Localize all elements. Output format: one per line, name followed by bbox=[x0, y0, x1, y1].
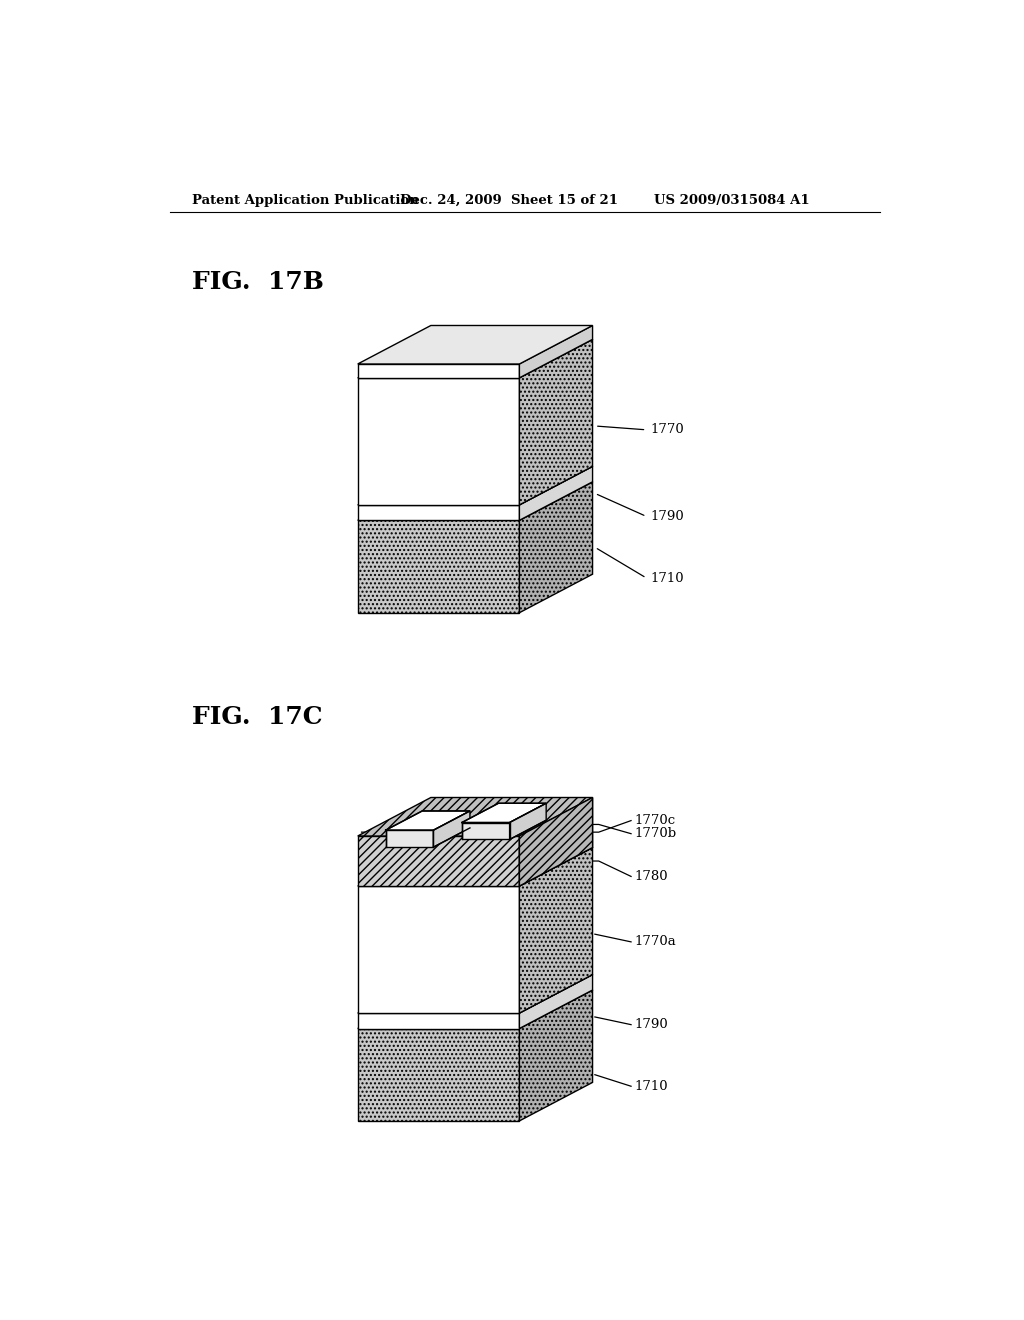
Polygon shape bbox=[357, 326, 593, 364]
Polygon shape bbox=[519, 466, 593, 520]
Text: 1770a: 1770a bbox=[635, 936, 677, 948]
Polygon shape bbox=[357, 482, 593, 520]
Text: 1710: 1710 bbox=[650, 572, 684, 585]
Polygon shape bbox=[357, 466, 593, 506]
Polygon shape bbox=[357, 339, 593, 378]
Polygon shape bbox=[386, 810, 470, 830]
Polygon shape bbox=[519, 339, 593, 506]
Polygon shape bbox=[357, 836, 519, 886]
Polygon shape bbox=[462, 804, 546, 822]
Text: 1790: 1790 bbox=[650, 510, 684, 523]
Text: FIG.  17B: FIG. 17B bbox=[193, 271, 324, 294]
Polygon shape bbox=[462, 822, 510, 840]
Polygon shape bbox=[519, 797, 593, 886]
Text: US 2009/0315084 A1: US 2009/0315084 A1 bbox=[654, 194, 810, 207]
Polygon shape bbox=[357, 886, 519, 1014]
Polygon shape bbox=[519, 797, 593, 886]
Polygon shape bbox=[357, 990, 593, 1028]
Polygon shape bbox=[357, 974, 593, 1014]
Polygon shape bbox=[357, 520, 519, 612]
Polygon shape bbox=[519, 482, 593, 612]
Polygon shape bbox=[519, 847, 593, 1014]
Polygon shape bbox=[357, 797, 593, 836]
Polygon shape bbox=[433, 810, 470, 847]
Polygon shape bbox=[357, 847, 593, 886]
Polygon shape bbox=[519, 990, 593, 1121]
Text: 1770b: 1770b bbox=[635, 828, 677, 841]
Polygon shape bbox=[510, 804, 546, 840]
Text: Dec. 24, 2009  Sheet 15 of 21: Dec. 24, 2009 Sheet 15 of 21 bbox=[400, 194, 618, 207]
Text: Patent Application Publication: Patent Application Publication bbox=[193, 194, 419, 207]
Polygon shape bbox=[357, 1028, 519, 1121]
Text: 1710: 1710 bbox=[635, 1080, 669, 1093]
Text: 1770: 1770 bbox=[650, 424, 684, 437]
Text: 1780: 1780 bbox=[635, 870, 669, 883]
Polygon shape bbox=[357, 378, 519, 506]
Polygon shape bbox=[357, 506, 519, 520]
Polygon shape bbox=[386, 830, 433, 847]
Text: 1770c: 1770c bbox=[635, 814, 676, 828]
Polygon shape bbox=[357, 364, 519, 378]
Polygon shape bbox=[519, 974, 593, 1028]
Text: 1790: 1790 bbox=[635, 1018, 669, 1031]
Text: FIG.  17C: FIG. 17C bbox=[193, 705, 323, 729]
Polygon shape bbox=[357, 1014, 519, 1028]
Polygon shape bbox=[519, 326, 593, 378]
